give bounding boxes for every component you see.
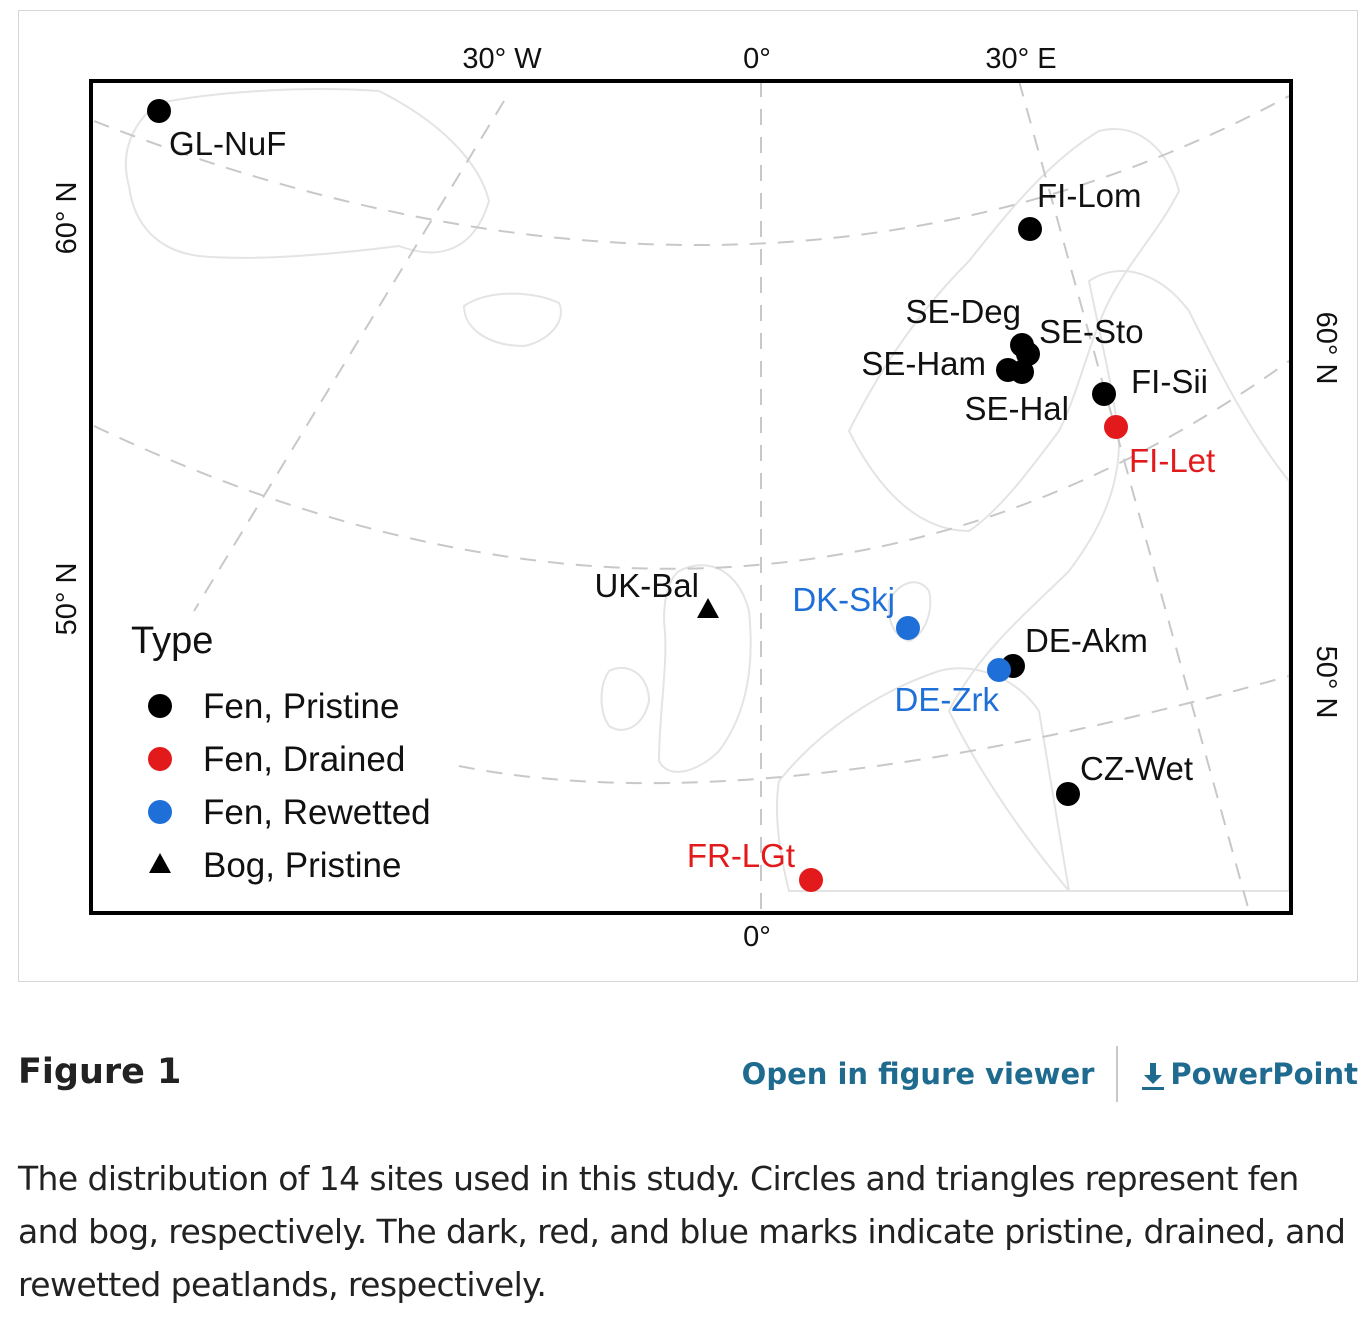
axis-label-0-bottom: 0°: [743, 921, 771, 953]
site-marker-circle: [896, 616, 920, 640]
site-label: FI-Let: [1129, 442, 1215, 479]
legend-symbol-circle: [148, 747, 172, 771]
figure-container: 30° W 0° 30° E 0° 60° N 50° N 60° N 50° …: [18, 10, 1358, 982]
map-frame: [89, 79, 1293, 915]
legend-symbol-circle: [148, 694, 172, 718]
site-fi-sii: FI-Sii: [1092, 363, 1208, 406]
site-se-hal: SE-Hal: [964, 360, 1069, 427]
axis-label-30w: 30° W: [462, 43, 542, 75]
site-label: SE-Ham: [861, 345, 986, 382]
site-label: FR-LGt: [687, 837, 795, 874]
site-label: DE-Akm: [1025, 622, 1148, 659]
powerpoint-label: PowerPoint: [1170, 1057, 1358, 1091]
site-gl-nuf: GL-NuF: [147, 99, 286, 162]
site-cz-wet: CZ-Wet: [1056, 750, 1193, 806]
axis-label-60n-left: 60° N: [51, 182, 83, 255]
site-marker-circle: [1092, 382, 1116, 406]
legend-label: Fen, Drained: [203, 740, 405, 779]
site-label: SE-Hal: [964, 390, 1069, 427]
site-dk-skj: DK-Skj: [792, 581, 920, 640]
site-uk-bal: UK-Bal: [594, 567, 719, 618]
site-fi-lom: FI-Lom: [1018, 177, 1142, 241]
site-label: DE-Zrk: [895, 681, 1000, 718]
axis-label-50n-left: 50° N: [51, 563, 83, 636]
site-de-zrk: DE-Zrk: [895, 658, 1011, 718]
legend-symbol-circle: [148, 800, 172, 824]
site-se-ham: SE-Ham: [861, 345, 1020, 382]
legend-title: Type: [131, 620, 213, 662]
download-icon: [1142, 1063, 1165, 1090]
legend: Type Fen, Pristine Fen, Drained Fen, Rewet…: [131, 620, 431, 885]
legend-items: Fen, Pristine Fen, Drained Fen, Rewetted Bo…: [148, 687, 431, 885]
site-marker-circle: [1104, 415, 1128, 439]
site-label: SE-Deg: [905, 293, 1021, 330]
site-label: CZ-Wet: [1080, 750, 1193, 787]
powerpoint-download-link[interactable]: PowerPoint: [1140, 1057, 1358, 1091]
open-figure-viewer-link[interactable]: Open in figure viewer: [741, 1057, 1095, 1091]
legend-item: Bog, Pristine: [149, 846, 401, 885]
site-marker-triangle: [697, 598, 719, 618]
site-marker-circle: [147, 99, 171, 123]
graticule: [93, 80, 1290, 916]
legend-item: Fen, Pristine: [148, 687, 399, 726]
site-label: UK-Bal: [594, 567, 699, 604]
site-fr-lgt: FR-LGt: [687, 837, 823, 892]
site-marker-circle: [987, 658, 1011, 682]
site-marker-circle: [1010, 360, 1034, 384]
legend-label: Fen, Pristine: [203, 687, 399, 726]
figure-bar: Figure 1 Open in figure viewer PowerPoin…: [18, 1040, 1358, 1110]
site-map: 30° W 0° 30° E 0° 60° N 50° N 60° N 50° …: [51, 43, 1342, 953]
site-markers: GL-NuF FI-Lom SE-Deg SE-Sto SE-Ham SE-Hal FI-S…: [147, 99, 1215, 892]
site-label: GL-NuF: [169, 125, 286, 162]
site-fi-let: FI-Let: [1104, 415, 1215, 479]
site-se-sto: SE-Sto: [1016, 313, 1144, 366]
site-marker-circle: [799, 868, 823, 892]
site-marker-circle: [1056, 782, 1080, 806]
legend-label: Fen, Rewetted: [203, 793, 431, 832]
site-label: DK-Skj: [792, 581, 895, 618]
legend-symbol-triangle: [149, 853, 171, 873]
site-marker-circle: [1018, 217, 1042, 241]
legend-label: Bog, Pristine: [203, 846, 401, 885]
site-label: SE-Sto: [1039, 313, 1144, 350]
site-label: FI-Lom: [1037, 177, 1142, 214]
legend-item: Fen, Drained: [148, 740, 405, 779]
axis-label-0-top: 0°: [743, 43, 771, 75]
site-label: FI-Sii: [1131, 363, 1208, 400]
site-de-akm: DE-Akm: [1001, 622, 1148, 678]
legend-item: Fen, Rewetted: [148, 793, 431, 832]
axis-label-50n-right: 50° N: [1310, 646, 1342, 719]
action-divider: [1116, 1046, 1119, 1102]
axis-label-30e: 30° E: [985, 43, 1056, 75]
axis-label-60n-right: 60° N: [1310, 312, 1342, 385]
figure-label: Figure 1: [18, 1052, 182, 1092]
figure-caption: The distribution of 14 sites used in thi…: [18, 1159, 1346, 1304]
figure-actions: Open in figure viewer PowerPoint: [742, 1046, 1358, 1102]
